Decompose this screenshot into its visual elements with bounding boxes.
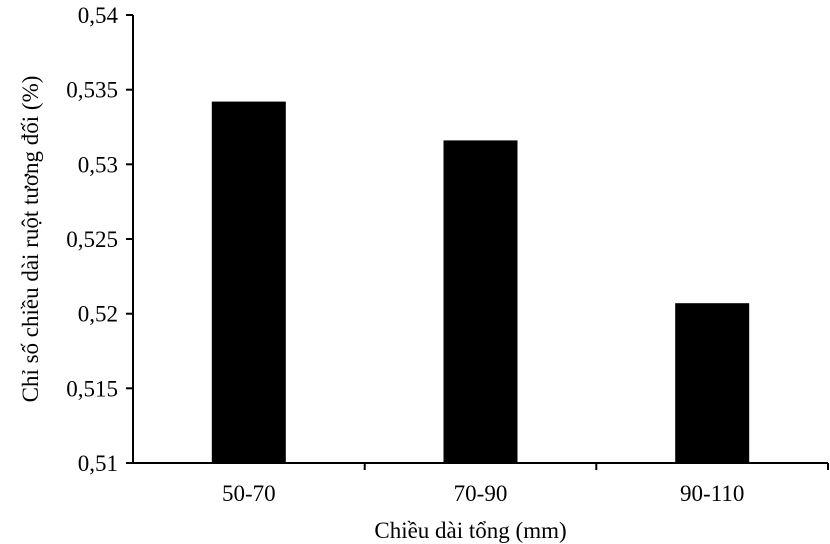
y-ticks: 0,51 0,515 0,52 0,525 0,53 0,535 0,54 <box>66 3 133 476</box>
bar-90-110 <box>675 303 750 463</box>
x-tick-label: 50-70 <box>222 481 276 506</box>
y-tick-label: 0,52 <box>78 302 118 327</box>
y-tick-label: 0,54 <box>78 3 119 28</box>
y-tick-label: 0,53 <box>78 152 118 177</box>
x-tick-label: 90-110 <box>680 481 744 506</box>
bar-50-70 <box>211 101 286 463</box>
y-axis-title: Chỉ số chiều dài ruột tương đối (%) <box>18 76 43 403</box>
bar-70-90 <box>443 140 518 463</box>
y-tick-label: 0,535 <box>66 78 118 103</box>
x-ticks: 50-70 70-90 90-110 <box>222 463 829 506</box>
x-axis-title: Chiều dài tổng (mm) <box>374 518 566 543</box>
y-tick-label: 0,51 <box>78 451 118 476</box>
y-tick-label: 0,515 <box>66 376 118 401</box>
x-tick-label: 70-90 <box>454 481 508 506</box>
y-tick-label: 0,525 <box>66 227 118 252</box>
bars-layer <box>211 101 750 463</box>
